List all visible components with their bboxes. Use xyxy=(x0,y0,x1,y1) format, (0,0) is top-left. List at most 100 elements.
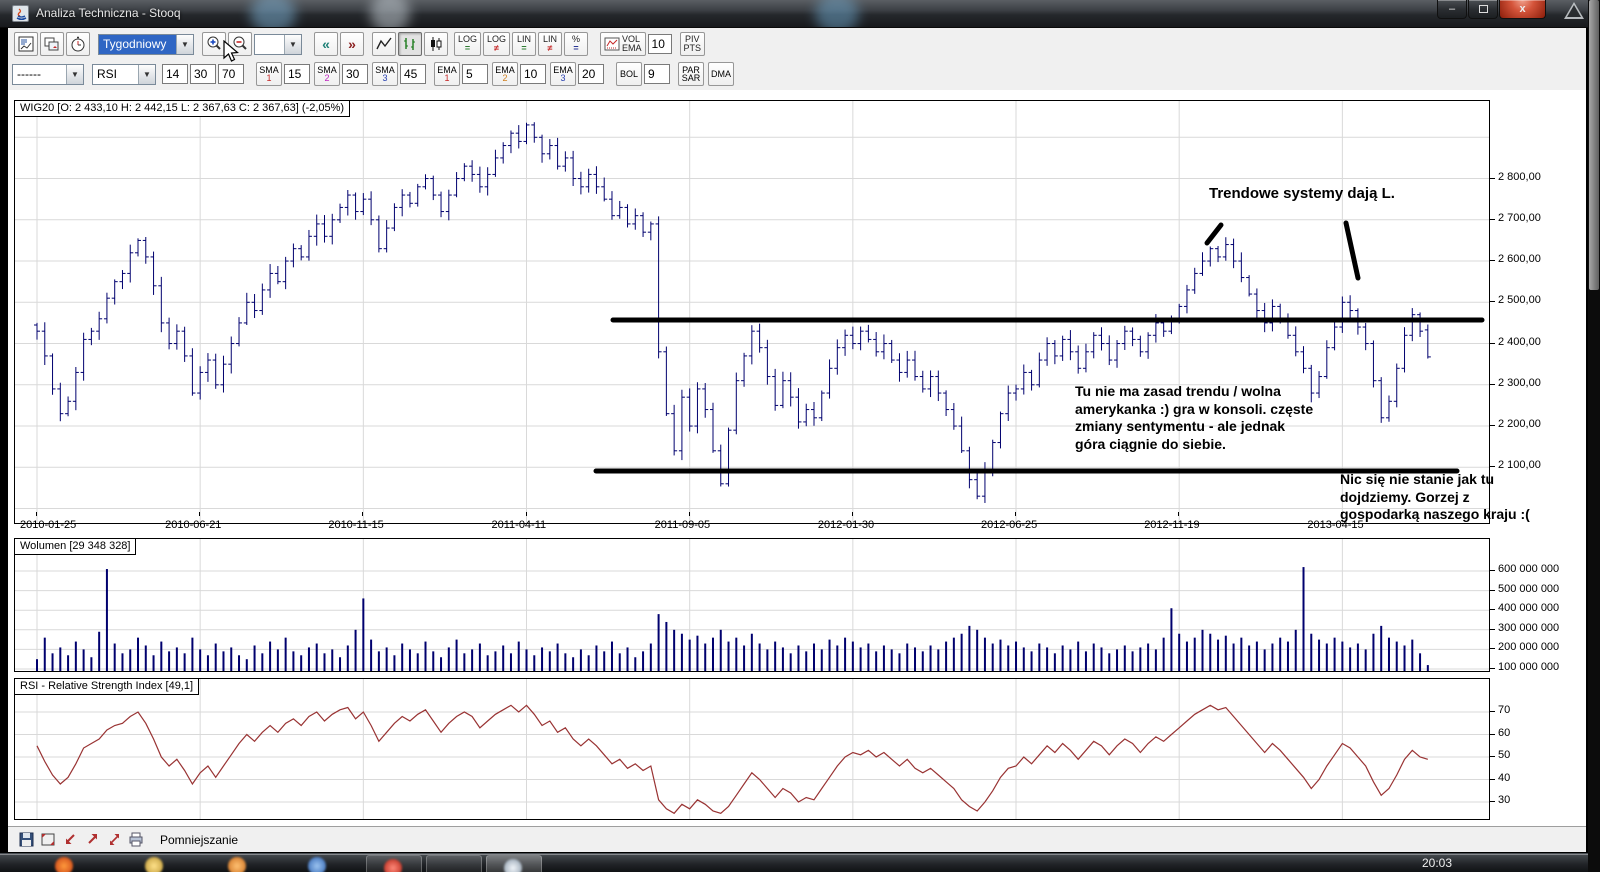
chevron-down-icon[interactable]: ▼ xyxy=(284,34,301,54)
sma2-button[interactable]: SMA 2 xyxy=(314,62,340,86)
price-axis-label: 2 200,00 xyxy=(1498,418,1541,431)
annotation-trend-systems: Trendowe systemy dają L. xyxy=(1209,185,1395,202)
line-style-dropdown[interactable]: ------ ▼ xyxy=(12,63,84,85)
ema1-button[interactable]: EMA 1 xyxy=(434,62,460,86)
java-coffee-icon xyxy=(504,859,522,872)
sma-label: SMA xyxy=(259,65,279,75)
price-chart-panel[interactable]: WIG20 [O: 2 433,10 H: 2 442,15 L: 2 367,… xyxy=(14,100,1490,524)
neq-icon: ≠ xyxy=(494,43,499,53)
ema3-input[interactable] xyxy=(578,64,604,84)
scale-label: LIN xyxy=(543,34,558,44)
report-button[interactable] xyxy=(14,32,38,56)
rsi-upper-input[interactable] xyxy=(218,64,244,84)
annotation-support-note: Nic się nie stanie jak tu dojdziemy. Gor… xyxy=(1340,471,1530,524)
ema2-button[interactable]: EMA 2 xyxy=(492,62,518,86)
chevron-down-icon[interactable]: ▼ xyxy=(138,64,155,84)
vol-ema-input[interactable] xyxy=(647,34,672,54)
rsi-period-input[interactable] xyxy=(162,64,188,84)
scroll-back-button[interactable]: « xyxy=(314,32,338,56)
zoom-out-corner-button[interactable] xyxy=(60,831,80,849)
taskbar-firefox-icon[interactable] xyxy=(55,857,73,872)
sma2-input[interactable] xyxy=(342,64,368,84)
zoom-in-button[interactable] xyxy=(202,32,226,56)
axis-tick xyxy=(1490,711,1495,712)
line-chart-button[interactable] xyxy=(372,32,396,56)
pivot-points-button[interactable]: PIV PTS xyxy=(679,32,706,56)
taskbar-button[interactable] xyxy=(426,855,482,872)
ema2-input[interactable] xyxy=(520,64,546,84)
ema3-button[interactable]: EMA 3 xyxy=(550,62,576,86)
axis-tick xyxy=(1490,756,1495,757)
volume-panel[interactable]: Wolumen [29 348 328] xyxy=(14,538,1490,672)
range-dropdown[interactable]: ▼ xyxy=(254,33,302,55)
scrollbar-thumb[interactable] xyxy=(1589,0,1599,290)
period-dropdown[interactable]: Tygodniowy ▼ xyxy=(98,33,194,55)
maximize-button[interactable] xyxy=(1468,0,1498,19)
bollinger-input[interactable] xyxy=(644,64,670,84)
glass-reflection xyxy=(815,0,859,27)
zoom-in-corner-button[interactable] xyxy=(82,831,102,849)
vol-ema-button[interactable]: VOL EMA xyxy=(600,32,646,56)
taskbar-word-icon[interactable] xyxy=(308,857,326,872)
parabolic-sar-button[interactable]: PAR SAR xyxy=(678,62,704,86)
scale-lin-neq-button[interactable]: LIN ≠ xyxy=(538,32,563,56)
date-axis-label: 2010-01-25 xyxy=(20,519,77,531)
close-button[interactable]: x xyxy=(1499,0,1546,19)
print-button[interactable] xyxy=(126,831,146,849)
taskbar-folder-icon[interactable] xyxy=(145,857,163,872)
price-axis-label: 2 800,00 xyxy=(1498,170,1541,183)
candlestick-button[interactable] xyxy=(424,32,448,56)
status-tooltip-text: Pomniejszanie xyxy=(160,832,239,847)
ema1-input[interactable] xyxy=(462,64,488,84)
axis-tick xyxy=(362,512,364,516)
sma3-button[interactable]: SMA 3 xyxy=(372,62,398,86)
scale-log-eq-button[interactable]: LOG = xyxy=(454,32,482,56)
annotation-line: amerykanka :) gra w konsoli. częste xyxy=(1075,400,1314,417)
axis-tick xyxy=(1341,512,1343,516)
minimize-button[interactable]: – xyxy=(1437,0,1467,19)
volume-axis-label: 600 000 000 xyxy=(1498,563,1560,575)
rsi-axis-label: 70 xyxy=(1498,704,1511,716)
scale-log-neq-button[interactable]: LOG ≠ xyxy=(483,32,511,56)
fullscreen-button[interactable] xyxy=(38,831,58,849)
eq-icon: = xyxy=(464,43,471,53)
new-window-button[interactable] xyxy=(40,32,64,56)
scale-percent-button[interactable]: % = xyxy=(564,32,589,56)
maximize-icon xyxy=(1478,5,1488,13)
arrows-diagonal-icon xyxy=(109,834,119,845)
sma1-input[interactable] xyxy=(284,64,310,84)
scale-lin-eq-button[interactable]: LIN = xyxy=(512,32,537,56)
axis-tick xyxy=(525,512,527,516)
ohlc-bars-button[interactable] xyxy=(398,32,422,56)
timer-button[interactable] xyxy=(66,32,90,56)
report-icon xyxy=(18,36,34,52)
save-button[interactable] xyxy=(16,831,36,849)
chevron-down-icon[interactable]: ▼ xyxy=(66,64,83,84)
mini-chart-icon xyxy=(604,37,620,51)
warning-triangle-icon xyxy=(1564,2,1584,19)
annotation-line: gospodarką naszego kraju :( xyxy=(1340,506,1530,522)
volume-chart[interactable] xyxy=(15,539,1489,671)
bollinger-button[interactable]: BOL xyxy=(616,62,642,86)
scroll-forward-button[interactable]: » xyxy=(340,32,364,56)
indicator-dropdown[interactable]: RSI ▼ xyxy=(92,63,156,85)
ema-index: 3 xyxy=(560,73,566,83)
axis-tick xyxy=(1490,260,1495,262)
resize-both-button[interactable] xyxy=(104,831,124,849)
taskbar-button-java-active[interactable] xyxy=(486,855,542,872)
page-scrollbar[interactable] xyxy=(1588,0,1600,872)
rsi-lower-input[interactable] xyxy=(190,64,216,84)
rsi-chart[interactable] xyxy=(15,679,1489,819)
price-axis-label: 2 100,00 xyxy=(1498,459,1541,472)
dma-label: DMA xyxy=(711,69,731,79)
price-chart[interactable] xyxy=(15,101,1489,523)
sma3-input[interactable] xyxy=(400,64,426,84)
sma-label: SMA xyxy=(375,65,395,75)
taskbar-button-opera[interactable] xyxy=(366,855,422,872)
rsi-panel[interactable]: RSI - Relative Strength Index [49,1] xyxy=(14,678,1490,820)
scale-label: LIN xyxy=(517,34,532,44)
chevron-down-icon[interactable]: ▼ xyxy=(176,34,193,54)
dma-button[interactable]: DMA xyxy=(708,62,734,86)
sma1-button[interactable]: SMA 1 xyxy=(256,62,282,86)
taskbar-outlook-icon[interactable] xyxy=(228,857,246,872)
